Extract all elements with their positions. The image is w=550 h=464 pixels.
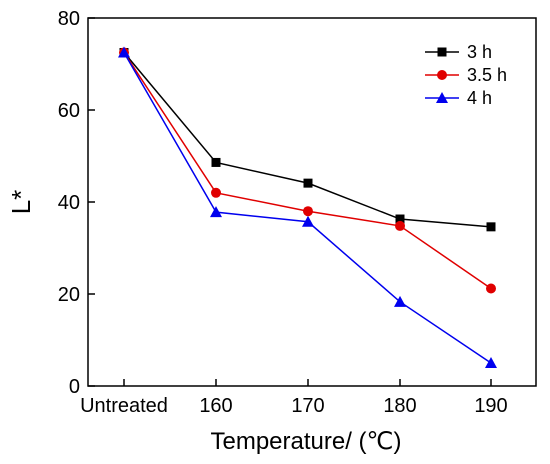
y-tick-label: 20 <box>58 284 80 306</box>
series-line <box>123 52 492 228</box>
data-point <box>486 283 496 294</box>
x-axis: Untreated 160 170 180 190 <box>80 379 508 417</box>
data-point <box>302 215 314 227</box>
y-tick-label: 40 <box>58 192 80 214</box>
legend: 3 h 3.5 h 4 h <box>425 42 507 108</box>
y-axis: 0 20 40 60 80 <box>58 8 95 398</box>
x-tick-label: 180 <box>383 395 416 417</box>
legend-item: 3 h <box>425 42 492 62</box>
series-4h <box>118 46 497 368</box>
data-point <box>211 187 221 198</box>
y-tick-label: 60 <box>58 100 80 122</box>
data-point <box>210 206 222 218</box>
legend-label: 3.5 h <box>467 65 507 85</box>
legend-marker <box>437 70 447 80</box>
data-point <box>395 214 405 224</box>
y-tick-label: 80 <box>58 8 80 30</box>
x-axis-title: Temperature/ (℃) <box>210 428 401 455</box>
series-3-5h <box>119 47 496 294</box>
x-tick-label: 190 <box>474 395 507 417</box>
legend-marker <box>436 92 448 103</box>
x-tick-label: 170 <box>291 395 324 417</box>
series-line <box>123 52 492 290</box>
data-point <box>211 157 221 167</box>
legend-label: 4 h <box>467 88 492 108</box>
data-point <box>486 222 496 232</box>
y-tick-label: 0 <box>69 376 80 398</box>
legend-marker <box>437 47 447 57</box>
x-tick-label: Untreated <box>80 395 168 417</box>
data-point <box>395 220 405 231</box>
data-point <box>394 295 406 307</box>
data-point <box>303 206 313 217</box>
data-point <box>485 357 497 368</box>
data-point <box>118 46 130 58</box>
legend-label: 3 h <box>467 42 492 62</box>
x-tick-label: 160 <box>199 395 232 417</box>
series-layer <box>118 46 497 368</box>
legend-item: 4 h <box>425 88 492 108</box>
y-axis-title: L* <box>6 190 36 215</box>
data-point <box>303 178 313 188</box>
legend-item: 3.5 h <box>425 65 507 85</box>
